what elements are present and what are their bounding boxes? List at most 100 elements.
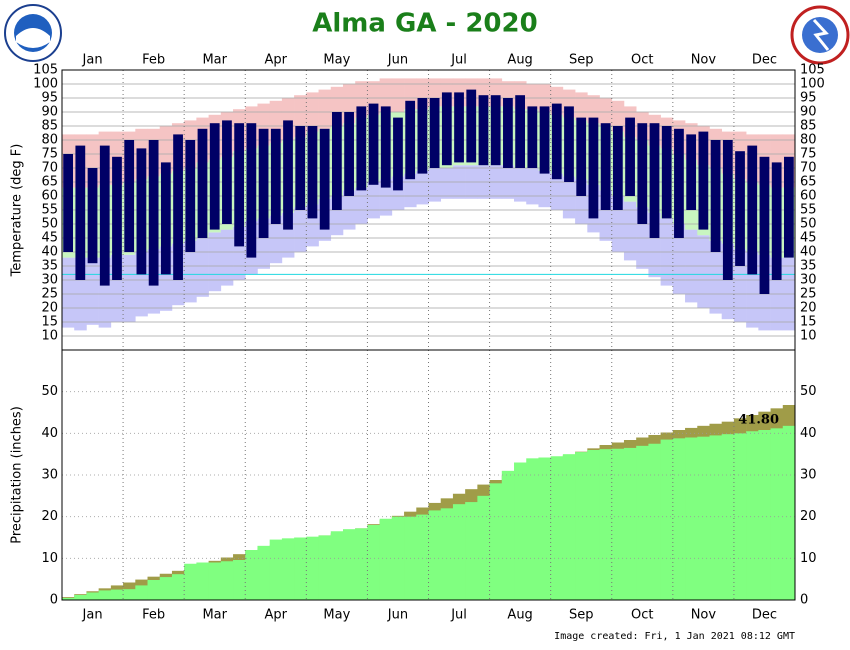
observed-precip	[416, 514, 429, 600]
observed-precip	[746, 431, 759, 600]
logo-bolt	[812, 18, 830, 51]
observed-range	[637, 123, 648, 224]
y-tick-label: 30	[800, 468, 817, 483]
observed-precip	[526, 458, 539, 600]
observed-range	[429, 98, 440, 168]
observed-precip	[86, 592, 99, 600]
y-tick-label: 60	[41, 189, 58, 204]
month-label: Dec	[752, 608, 777, 623]
y-tick-label: 20	[41, 509, 58, 524]
y-tick-label: 40	[41, 426, 58, 441]
observed-precip	[123, 589, 136, 600]
y-tick-label: 45	[800, 231, 817, 246]
observed-precip	[184, 563, 197, 600]
observed-range	[344, 112, 354, 196]
observed-precip	[636, 445, 649, 600]
observed-range	[698, 131, 709, 230]
y-tick-label: 100	[33, 77, 58, 92]
observed-range	[710, 140, 721, 252]
y-tick-label: 20	[800, 509, 817, 524]
month-label: Feb	[142, 53, 165, 68]
y-tick-label: 50	[800, 384, 817, 399]
observed-precip	[110, 589, 124, 600]
y-tick-label: 50	[800, 217, 817, 232]
y-tick-label: 90	[800, 105, 817, 120]
y-tick-label: 65	[800, 175, 817, 190]
record-high-band	[526, 84, 539, 110]
observed-range	[441, 92, 452, 166]
y-tick-label: 15	[800, 315, 817, 330]
record-low-band	[526, 168, 539, 205]
month-label: Nov	[691, 53, 717, 68]
observed-range	[759, 156, 770, 294]
y-tick-label: 75	[800, 147, 817, 162]
record-high-band	[379, 78, 393, 112]
panel-frame	[61, 349, 796, 601]
observed-range	[63, 154, 73, 252]
month-label: Jul	[450, 53, 467, 68]
observed-precip	[599, 449, 613, 600]
record-low-band	[550, 173, 564, 210]
y-tick-label: 30	[41, 468, 58, 483]
record-low-band	[355, 187, 368, 224]
record-high-band	[318, 89, 332, 129]
observed-range	[600, 123, 611, 210]
observed-range	[173, 134, 183, 280]
observed-range	[784, 156, 794, 258]
observed-range	[417, 98, 428, 174]
record-low-band	[220, 229, 234, 286]
observed-range	[722, 140, 733, 280]
observed-precip	[514, 462, 527, 600]
observed-precip	[306, 536, 319, 600]
y-tick-label: 45	[41, 231, 58, 246]
observed-range	[503, 98, 513, 168]
record-low-band	[62, 257, 75, 328]
y-tick-label: 75	[41, 147, 58, 162]
y-tick-label: 80	[800, 133, 817, 148]
observed-range	[393, 117, 403, 191]
observed-precip	[342, 529, 356, 600]
observed-precip	[367, 525, 380, 600]
observed-precip	[660, 439, 674, 600]
record-low-band	[294, 207, 307, 252]
observed-range	[356, 106, 367, 191]
record-low-band	[697, 235, 710, 308]
record-high-band	[391, 78, 405, 112]
observed-precip	[697, 436, 710, 600]
observed-range	[515, 95, 526, 168]
observed-range	[649, 123, 660, 238]
record-low-band	[86, 257, 99, 325]
y-tick-label: 85	[41, 119, 58, 134]
observed-precip	[379, 518, 393, 600]
y-tick-label: 10	[41, 329, 58, 344]
y-tick-label: 25	[41, 287, 58, 302]
month-label: Feb	[142, 608, 165, 623]
observed-range	[588, 117, 599, 219]
record-low-band	[428, 168, 442, 202]
observed-range	[148, 140, 159, 286]
record-low-band	[623, 201, 637, 261]
record-high-band	[587, 95, 600, 124]
observed-range	[283, 120, 293, 230]
record-low-band	[269, 215, 283, 264]
record-low-band	[562, 176, 576, 219]
y-tick-label: 15	[41, 315, 58, 330]
observed-range	[674, 128, 684, 238]
y-tick-label: 25	[800, 287, 817, 302]
observed-precip	[770, 428, 784, 600]
observed-range	[124, 140, 135, 252]
observed-precip	[257, 545, 270, 600]
observed-range	[747, 145, 758, 275]
observed-range	[527, 106, 538, 168]
observed-precip	[623, 447, 637, 600]
y-tick-label: 50	[41, 384, 58, 399]
y-tick-label: 70	[41, 161, 58, 176]
noaa-logo	[4, 4, 62, 62]
y-tick-label: 35	[41, 259, 58, 274]
month-label: Jul	[450, 608, 467, 623]
observed-precip	[269, 539, 283, 600]
record-low-band	[709, 240, 722, 314]
record-low-band	[123, 254, 136, 322]
observed-range	[771, 162, 782, 280]
observed-range	[185, 140, 196, 252]
